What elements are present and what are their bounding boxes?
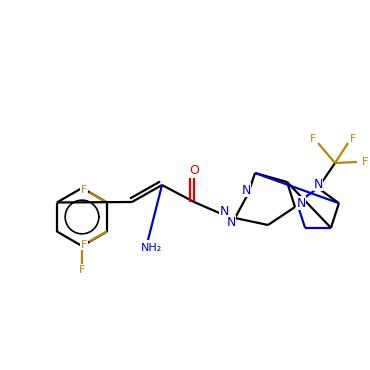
Text: F: F bbox=[81, 185, 87, 195]
Text: N: N bbox=[226, 215, 236, 229]
Text: F: F bbox=[350, 134, 356, 144]
Text: F: F bbox=[81, 239, 87, 249]
Text: N: N bbox=[241, 184, 251, 196]
Text: O: O bbox=[189, 164, 199, 176]
Text: F: F bbox=[79, 265, 85, 275]
Text: N: N bbox=[296, 197, 306, 210]
Text: N: N bbox=[313, 178, 323, 191]
Text: F: F bbox=[310, 134, 316, 144]
Text: F: F bbox=[362, 157, 368, 167]
Text: N: N bbox=[219, 205, 229, 218]
Text: NH₂: NH₂ bbox=[140, 243, 162, 253]
